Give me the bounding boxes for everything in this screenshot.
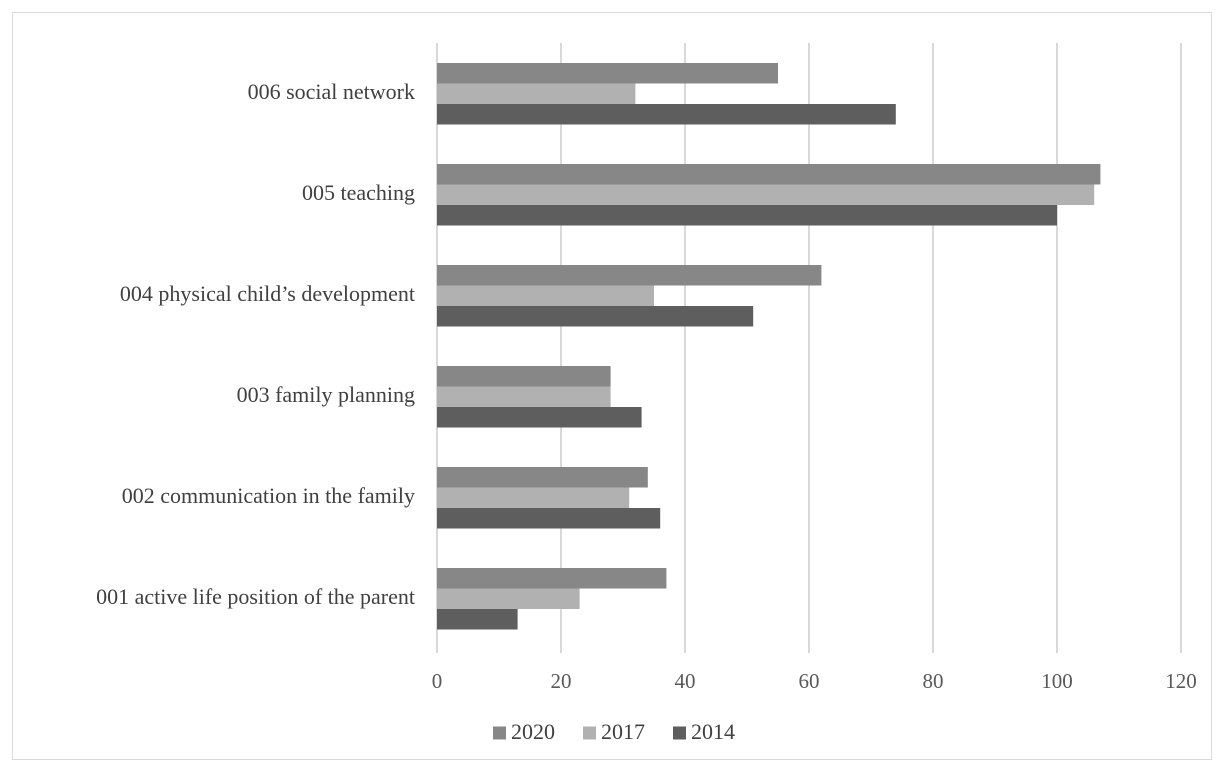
x-tick-label-100: 100 [1041,669,1073,693]
bar-2014-3 [437,306,754,327]
bar-2014-2 [437,205,1057,226]
bar-2014-6 [437,609,518,630]
x-tick-label-40: 40 [675,669,696,693]
category-label: 003 family planning [237,382,415,407]
bar-2020-4 [437,366,611,387]
category-label: 002 communication in the family [122,483,415,508]
x-tick-label-20: 20 [551,669,572,693]
legend-label-2014: 2014 [691,719,735,744]
bar-chart: 006 social network 005 teaching 004 physic… [96,43,1197,744]
legend-swatch-2014 [673,726,686,740]
bar-2020-3 [437,265,822,286]
bar-2017-6 [437,588,580,609]
bar-2017-1 [437,83,636,104]
legend-label-2020: 2020 [511,719,555,744]
bar-2014-1 [437,104,896,125]
bar-2017-2 [437,184,1095,205]
x-tick-label-80: 80 [923,669,944,693]
bar-2017-4 [437,386,611,407]
category-label: 006 social network [248,79,415,104]
chart-frame: 006 social network 005 teaching 004 physic… [12,12,1212,760]
x-axis-ticks: 0 20 40 60 80 100 120 [432,669,1197,693]
x-tick-label-60: 60 [799,669,820,693]
legend: 2020 2017 2014 [493,719,735,744]
category-label: 004 physical child’s development [120,281,415,306]
bars [437,63,1101,630]
category-label: 005 teaching [302,180,415,205]
bar-2020-1 [437,63,778,84]
x-tick-label-0: 0 [432,669,443,693]
bar-2017-3 [437,285,654,306]
bar-2017-5 [437,487,630,508]
x-tick-label-120: 120 [1165,669,1197,693]
bar-2014-4 [437,407,642,428]
bar-2020-2 [437,164,1101,185]
legend-label-2017: 2017 [601,719,645,744]
bar-2014-5 [437,508,661,529]
category-label: 001 active life position of the parent [96,584,415,609]
gridlines [436,43,1182,653]
bar-2020-6 [437,568,667,589]
legend-swatch-2020 [493,726,506,740]
bar-2020-5 [437,467,648,488]
legend-swatch-2017 [583,726,596,740]
category-labels: 006 social network 005 teaching 004 physic… [96,79,415,609]
